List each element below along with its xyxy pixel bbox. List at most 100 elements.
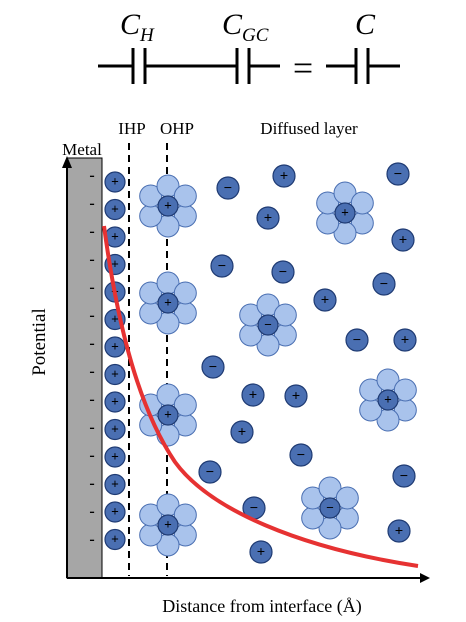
svg-text:+: + bbox=[249, 388, 257, 404]
cation: + bbox=[256, 206, 280, 230]
adsorbed-cation: + bbox=[104, 528, 126, 551]
svg-text:−: − bbox=[326, 500, 334, 515]
adsorbed-cation: + bbox=[104, 391, 126, 413]
svg-text:+: + bbox=[395, 524, 403, 540]
solvated-ion: + bbox=[157, 292, 179, 314]
svg-text:−: − bbox=[250, 501, 258, 517]
svg-text:+: + bbox=[111, 257, 119, 272]
water-molecule bbox=[350, 191, 374, 215]
ohp-label: OHP bbox=[160, 119, 194, 138]
metal-label: Metal bbox=[62, 140, 102, 159]
svg-text:+: + bbox=[164, 407, 172, 422]
x-axis-label: Distance from interface (Å) bbox=[162, 596, 361, 617]
hydrated-ion-cluster: + bbox=[139, 174, 197, 238]
hydrated-ion-cluster: + bbox=[359, 368, 417, 432]
svg-text:+: + bbox=[111, 202, 119, 217]
cation: + bbox=[391, 228, 415, 252]
adsorbed-cation: + bbox=[104, 473, 126, 496]
svg-text:−: − bbox=[279, 265, 287, 281]
svg-text:−: − bbox=[380, 277, 388, 293]
hydrated-ion-cluster: − bbox=[239, 293, 297, 357]
capacitor-circuit bbox=[98, 48, 400, 84]
svg-text:−: − bbox=[394, 167, 402, 183]
svg-text:+: + bbox=[164, 295, 172, 310]
metal-charge: - bbox=[89, 223, 94, 240]
metal-charge: - bbox=[89, 447, 94, 464]
anion: − bbox=[392, 464, 416, 488]
solvated-ion: − bbox=[319, 497, 341, 519]
svg-text:+: + bbox=[164, 517, 172, 532]
svg-text:+: + bbox=[111, 339, 119, 354]
svg-text:+: + bbox=[264, 211, 272, 227]
svg-text:+: + bbox=[111, 532, 119, 547]
svg-text:−: − bbox=[224, 181, 232, 197]
hydrated-ion-cluster: + bbox=[316, 181, 374, 245]
svg-text:−: − bbox=[353, 333, 361, 349]
cation: + bbox=[249, 540, 273, 564]
svg-text:+: + bbox=[280, 169, 288, 185]
adsorbed-cation: + bbox=[104, 171, 126, 193]
cation: + bbox=[313, 288, 337, 312]
metal-charge: - bbox=[89, 531, 94, 548]
cation: + bbox=[393, 328, 417, 352]
water-molecule bbox=[393, 378, 417, 402]
metal-charge: - bbox=[89, 419, 94, 436]
water-molecule bbox=[139, 503, 163, 527]
svg-text:−: − bbox=[297, 448, 305, 464]
metal-charge: - bbox=[89, 391, 94, 408]
svg-text:+: + bbox=[111, 174, 119, 189]
water-molecule bbox=[316, 191, 340, 215]
solvated-ion: − bbox=[257, 314, 279, 336]
metal-electrode bbox=[66, 157, 103, 579]
water-molecule bbox=[359, 378, 383, 402]
cation: + bbox=[284, 384, 308, 408]
water-molecule bbox=[335, 486, 359, 510]
water-molecule bbox=[173, 184, 197, 208]
cation: + bbox=[230, 420, 254, 444]
hydrated-ion-cluster: + bbox=[139, 271, 197, 335]
ihp-adsorbed-ions: ++++++++++++++ bbox=[104, 171, 126, 551]
anion: − bbox=[216, 176, 240, 200]
svg-text:+: + bbox=[238, 425, 246, 441]
svg-text:+: + bbox=[257, 545, 265, 561]
water-molecule bbox=[173, 281, 197, 305]
metal-charge: - bbox=[89, 251, 94, 268]
adsorbed-cation: + bbox=[104, 336, 126, 358]
diffuse-ions: − + − + + − − − + − + − + + + − − − − + + bbox=[198, 162, 417, 564]
cap-total-label: C bbox=[355, 8, 376, 41]
water-molecule bbox=[239, 303, 263, 327]
x-axis-arrow bbox=[420, 573, 430, 583]
adsorbed-cation: + bbox=[104, 446, 126, 468]
svg-text:+: + bbox=[111, 312, 119, 327]
metal-charge: - bbox=[89, 475, 94, 492]
metal-charge: - bbox=[89, 167, 94, 184]
metal-charge: - bbox=[89, 335, 94, 352]
ihp-label: IHP bbox=[118, 119, 145, 138]
svg-text:+: + bbox=[111, 449, 119, 464]
svg-text:−: − bbox=[264, 317, 272, 332]
solvated-ion: + bbox=[157, 514, 179, 536]
anion: − bbox=[271, 260, 295, 284]
metal-charge: - bbox=[89, 279, 94, 296]
metal-charges: - - - - - - - - - - - - - - bbox=[89, 167, 94, 548]
anion: − bbox=[345, 328, 369, 352]
water-molecule bbox=[301, 486, 325, 510]
svg-text:+: + bbox=[292, 389, 300, 405]
potential-curve bbox=[102, 225, 419, 568]
svg-text:−: − bbox=[209, 360, 217, 376]
svg-text:−: − bbox=[218, 259, 226, 275]
svg-text:+: + bbox=[341, 205, 349, 220]
solvated-ion: + bbox=[334, 202, 356, 224]
cation: + bbox=[241, 383, 265, 407]
metal-charge: - bbox=[89, 307, 94, 324]
water-molecule bbox=[139, 184, 163, 208]
y-axis-label: Potential bbox=[29, 308, 50, 376]
cation: + bbox=[272, 164, 296, 188]
metal-charge: - bbox=[89, 503, 94, 520]
svg-text:+: + bbox=[401, 333, 409, 349]
anion: − bbox=[201, 355, 225, 379]
svg-text:+: + bbox=[164, 198, 172, 213]
adsorbed-cation: + bbox=[104, 363, 126, 386]
solvated-ion: + bbox=[377, 389, 399, 411]
